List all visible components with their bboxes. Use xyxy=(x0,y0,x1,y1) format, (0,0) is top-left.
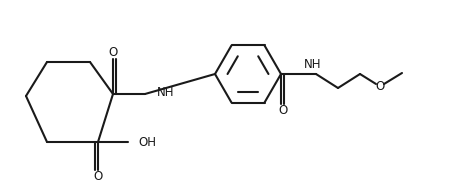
Text: O: O xyxy=(109,46,118,59)
Text: O: O xyxy=(278,105,288,118)
Text: O: O xyxy=(376,80,385,93)
Text: NH: NH xyxy=(157,86,175,99)
Text: OH: OH xyxy=(138,135,156,148)
Text: O: O xyxy=(93,170,103,183)
Text: NH: NH xyxy=(304,59,322,72)
